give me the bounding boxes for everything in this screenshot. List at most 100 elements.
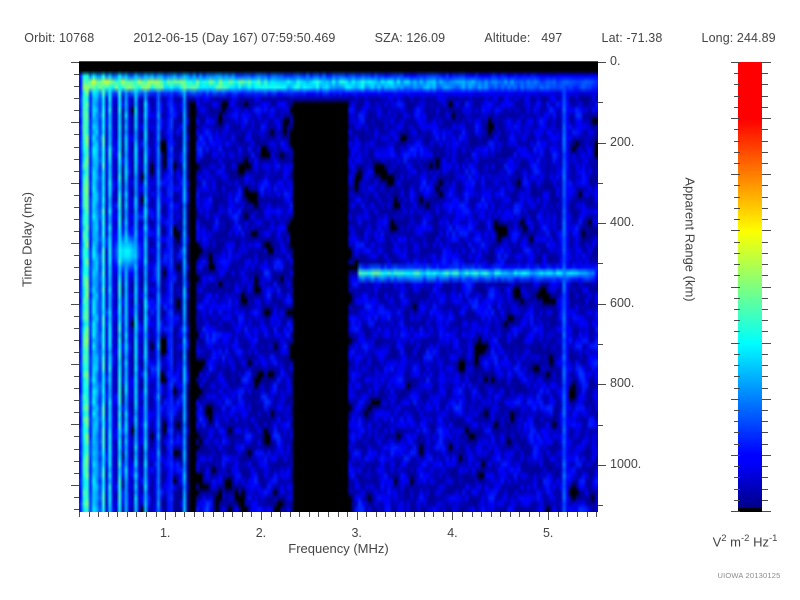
colorbar-major-tick [762, 174, 771, 175]
apparent-range-axis-label: Apparent Range (km) [682, 177, 698, 302]
time-delay-major-tick [71, 183, 79, 184]
altitude-value: 497 [541, 31, 563, 45]
colorbar-major-tick [731, 230, 740, 231]
apparent-range-minor-tick [598, 183, 603, 184]
colorbar-minor-tick [734, 107, 740, 108]
frequency-major-tick [261, 512, 262, 520]
time-delay-axis-label: Time Delay (ms) [19, 192, 35, 287]
colorbar-minor-tick [734, 197, 740, 198]
colorbar-minor-tick [762, 219, 768, 220]
frequency-major-tick [165, 512, 166, 520]
long-label: Long: [701, 31, 734, 45]
frequency-minor-tick [385, 512, 386, 517]
long-value: 244.89 [736, 31, 776, 45]
colorbar-minor-tick [734, 489, 740, 490]
colorbar-minor-tick [734, 466, 740, 467]
time-delay-minor-tick [74, 134, 79, 135]
frequency-minor-tick [117, 512, 118, 517]
frequency-minor-tick [271, 512, 272, 517]
colorbar-minor-tick [762, 388, 768, 389]
colorbar-minor-tick [762, 73, 768, 74]
colorbar-minor-tick [734, 219, 740, 220]
colorbar-minor-tick [762, 365, 768, 366]
frequency-minor-tick [558, 512, 559, 517]
time-delay-major-tick [71, 243, 79, 244]
colorbar-minor-tick [734, 320, 740, 321]
colorbar-major-tick [731, 343, 740, 344]
orbit-label: Orbit: [24, 31, 56, 45]
colorbar-major-tick [762, 399, 771, 400]
time-delay-minor-tick [74, 340, 79, 341]
colorbar-major-tick [762, 62, 771, 63]
time-delay-minor-tick [74, 316, 79, 317]
time-delay-minor-tick [74, 207, 79, 208]
time-delay-minor-tick [74, 279, 79, 280]
time-delay-minor-tick [74, 461, 79, 462]
time-delay-minor-tick [74, 388, 79, 389]
colorbar-minor-tick [762, 466, 768, 467]
frequency-minor-tick [309, 512, 310, 517]
colorbar-major-tick [762, 287, 771, 288]
colorbar-ticks-right [762, 62, 774, 512]
colorbar-minor-tick [734, 410, 740, 411]
time-delay-minor-tick [74, 352, 79, 353]
colorbar-minor-tick [762, 489, 768, 490]
frequency-minor-tick [481, 512, 482, 517]
time-delay-minor-tick [74, 255, 79, 256]
colorbar-minor-tick [734, 129, 740, 130]
frequency-minor-tick [194, 512, 195, 517]
colorbar-minor-tick [734, 242, 740, 243]
colorbar-minor-tick [762, 107, 768, 108]
colorbar-minor-tick [734, 298, 740, 299]
apparent-range-minor-tick [598, 102, 603, 103]
frequency-minor-tick [89, 512, 90, 517]
time-delay-minor-tick [74, 195, 79, 196]
time-delay-minor-tick [74, 412, 79, 413]
colorbar-minor-tick [734, 208, 740, 209]
colorbar-minor-tick [734, 331, 740, 332]
long-field: Long: 244.89 [702, 31, 776, 45]
time-delay-minor-tick [74, 171, 79, 172]
colorbar-minor-tick [734, 73, 740, 74]
frequency-minor-tick [98, 512, 99, 517]
colorbar-minor-tick [734, 264, 740, 265]
colorbar-minor-tick [734, 477, 740, 478]
frequency-minor-tick [79, 512, 80, 517]
colorbar-minor-tick [734, 141, 740, 142]
frequency-minor-tick [567, 512, 568, 517]
colorbar-minor-tick [762, 141, 768, 142]
colorbar-minor-tick [762, 242, 768, 243]
apparent-range-major-tick [598, 304, 606, 305]
frequency-minor-tick [433, 512, 434, 517]
time-delay-minor-tick [74, 86, 79, 87]
frequency-minor-tick [395, 512, 396, 517]
frequency-minor-tick [251, 512, 252, 517]
colorbar-ticks-left [728, 62, 740, 512]
apparent-range-tick-label: 0. [610, 54, 621, 68]
colorbar-minor-tick [762, 298, 768, 299]
colorbar-minor-tick [734, 152, 740, 153]
time-delay-minor-tick [74, 159, 79, 160]
frequency-minor-tick [328, 512, 329, 517]
frequency-minor-tick [146, 512, 147, 517]
frequency-minor-tick [472, 512, 473, 517]
colorbar [731, 62, 771, 512]
frequency-major-tick [452, 512, 453, 520]
apparent-range-minor-tick [598, 425, 603, 426]
colorbar-minor-tick [762, 96, 768, 97]
colorbar-minor-tick [734, 163, 740, 164]
apparent-range-tick-label: 800. [610, 376, 635, 391]
colorbar-minor-tick [734, 354, 740, 355]
apparent-range-minor-tick [598, 505, 603, 506]
frequency-minor-tick [338, 512, 339, 517]
time-delay-major-tick [71, 364, 79, 365]
apparent-range-axis: 0. 200. 400. 600. 800. 1000. [598, 0, 698, 600]
frequency-minor-tick [376, 512, 377, 517]
colorbar-major-tick [731, 287, 740, 288]
frequency-minor-tick [280, 512, 281, 517]
colorbar-minor-tick [734, 275, 740, 276]
colorbar-major-tick [762, 455, 771, 456]
lat-field: Lat: -71.38 [602, 31, 663, 45]
frequency-minor-tick [539, 512, 540, 517]
time-delay-major-tick [71, 485, 79, 486]
